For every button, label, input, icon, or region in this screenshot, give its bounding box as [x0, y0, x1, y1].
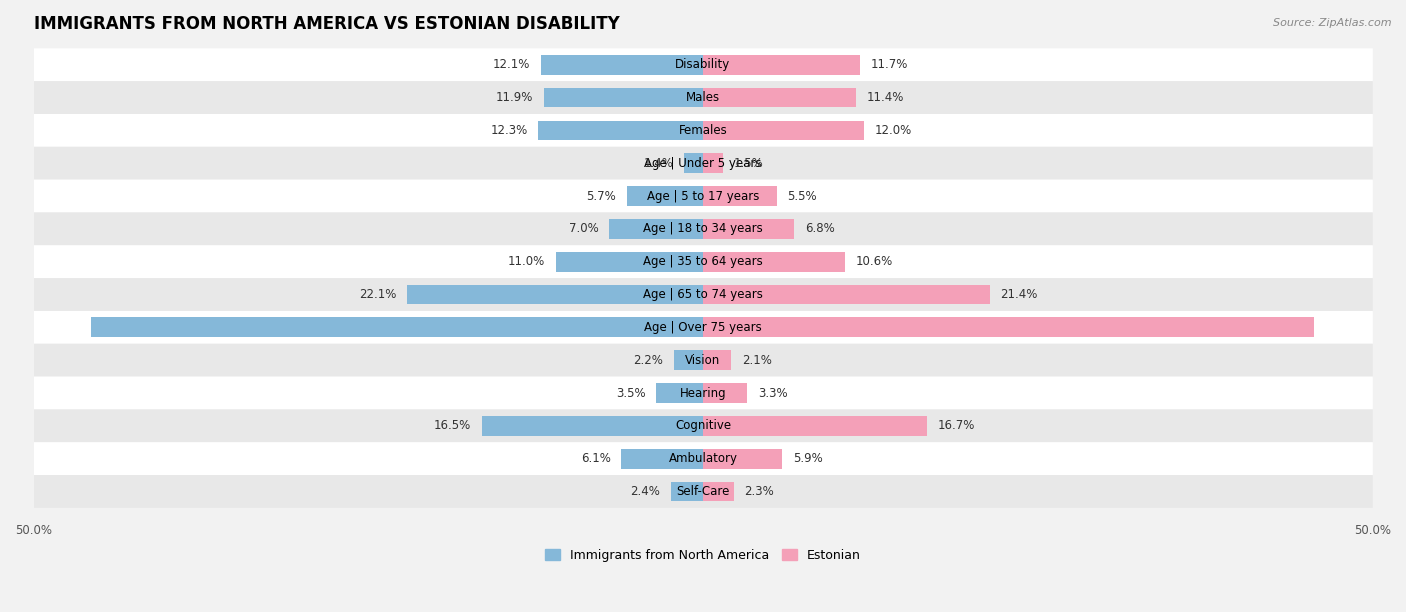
Bar [544, 88, 703, 108]
FancyBboxPatch shape [34, 212, 1372, 245]
Bar [91, 318, 703, 337]
Text: IMMIGRANTS FROM NORTH AMERICA VS ESTONIAN DISABILITY: IMMIGRANTS FROM NORTH AMERICA VS ESTONIA… [34, 15, 619, 33]
Bar [703, 154, 723, 173]
Text: Ambulatory: Ambulatory [668, 452, 738, 465]
Text: Disability: Disability [675, 58, 731, 71]
Text: 45.6%: 45.6% [1324, 321, 1362, 334]
FancyBboxPatch shape [34, 278, 1372, 311]
Bar [538, 121, 703, 140]
FancyBboxPatch shape [34, 376, 1372, 409]
Text: Age | 18 to 34 years: Age | 18 to 34 years [643, 222, 763, 236]
Text: 16.7%: 16.7% [938, 419, 974, 432]
FancyBboxPatch shape [34, 114, 1372, 147]
Text: 5.7%: 5.7% [586, 190, 616, 203]
Text: 11.0%: 11.0% [508, 255, 546, 268]
Text: 12.3%: 12.3% [491, 124, 527, 137]
Bar [703, 285, 990, 304]
FancyBboxPatch shape [34, 180, 1372, 212]
Bar [703, 318, 1313, 337]
Text: Vision: Vision [685, 354, 721, 367]
Text: 16.5%: 16.5% [434, 419, 471, 432]
FancyBboxPatch shape [34, 475, 1372, 508]
Bar [671, 482, 703, 501]
Bar [703, 55, 859, 75]
Text: 1.5%: 1.5% [734, 157, 763, 170]
Text: 45.7%: 45.7% [44, 321, 82, 334]
Bar [685, 154, 703, 173]
Bar [703, 219, 794, 239]
Bar [541, 55, 703, 75]
Text: 3.5%: 3.5% [616, 387, 645, 400]
Text: Cognitive: Cognitive [675, 419, 731, 432]
Bar [703, 88, 856, 108]
Text: 2.2%: 2.2% [633, 354, 662, 367]
Bar [627, 186, 703, 206]
Text: Age | 5 to 17 years: Age | 5 to 17 years [647, 190, 759, 203]
FancyBboxPatch shape [34, 48, 1372, 81]
FancyBboxPatch shape [34, 442, 1372, 475]
Text: 2.4%: 2.4% [630, 485, 661, 498]
Text: 6.1%: 6.1% [581, 452, 610, 465]
Text: 7.0%: 7.0% [569, 222, 599, 236]
Text: 5.5%: 5.5% [787, 190, 817, 203]
Bar [609, 219, 703, 239]
Bar [703, 350, 731, 370]
Bar [408, 285, 703, 304]
Bar [657, 383, 703, 403]
Text: Self-Care: Self-Care [676, 485, 730, 498]
Text: Age | 35 to 64 years: Age | 35 to 64 years [643, 255, 763, 268]
Text: 11.9%: 11.9% [495, 91, 533, 104]
Text: Hearing: Hearing [679, 387, 727, 400]
Legend: Immigrants from North America, Estonian: Immigrants from North America, Estonian [540, 544, 866, 567]
Text: 1.4%: 1.4% [644, 157, 673, 170]
Text: 5.9%: 5.9% [793, 452, 823, 465]
Text: 12.1%: 12.1% [494, 58, 530, 71]
Text: 3.3%: 3.3% [758, 387, 787, 400]
Bar [703, 482, 734, 501]
Text: 11.7%: 11.7% [870, 58, 908, 71]
FancyBboxPatch shape [34, 81, 1372, 114]
Text: Source: ZipAtlas.com: Source: ZipAtlas.com [1274, 18, 1392, 28]
Text: 6.8%: 6.8% [804, 222, 835, 236]
Bar [673, 350, 703, 370]
Bar [482, 416, 703, 436]
Bar [703, 416, 927, 436]
Text: 22.1%: 22.1% [359, 288, 396, 301]
Text: 12.0%: 12.0% [875, 124, 911, 137]
Text: Age | Under 5 years: Age | Under 5 years [644, 157, 762, 170]
Text: Age | Over 75 years: Age | Over 75 years [644, 321, 762, 334]
Bar [621, 449, 703, 469]
Text: 10.6%: 10.6% [856, 255, 893, 268]
Text: 2.1%: 2.1% [742, 354, 772, 367]
Bar [555, 252, 703, 272]
Bar [703, 121, 863, 140]
Text: Females: Females [679, 124, 727, 137]
Text: 11.4%: 11.4% [866, 91, 904, 104]
Text: 21.4%: 21.4% [1000, 288, 1038, 301]
Text: Males: Males [686, 91, 720, 104]
Bar [703, 449, 782, 469]
FancyBboxPatch shape [34, 409, 1372, 442]
Bar [703, 186, 776, 206]
FancyBboxPatch shape [34, 147, 1372, 180]
FancyBboxPatch shape [34, 344, 1372, 376]
Text: Age | 65 to 74 years: Age | 65 to 74 years [643, 288, 763, 301]
FancyBboxPatch shape [34, 245, 1372, 278]
Text: 2.3%: 2.3% [745, 485, 775, 498]
Bar [703, 383, 747, 403]
FancyBboxPatch shape [34, 311, 1372, 344]
Bar [703, 252, 845, 272]
